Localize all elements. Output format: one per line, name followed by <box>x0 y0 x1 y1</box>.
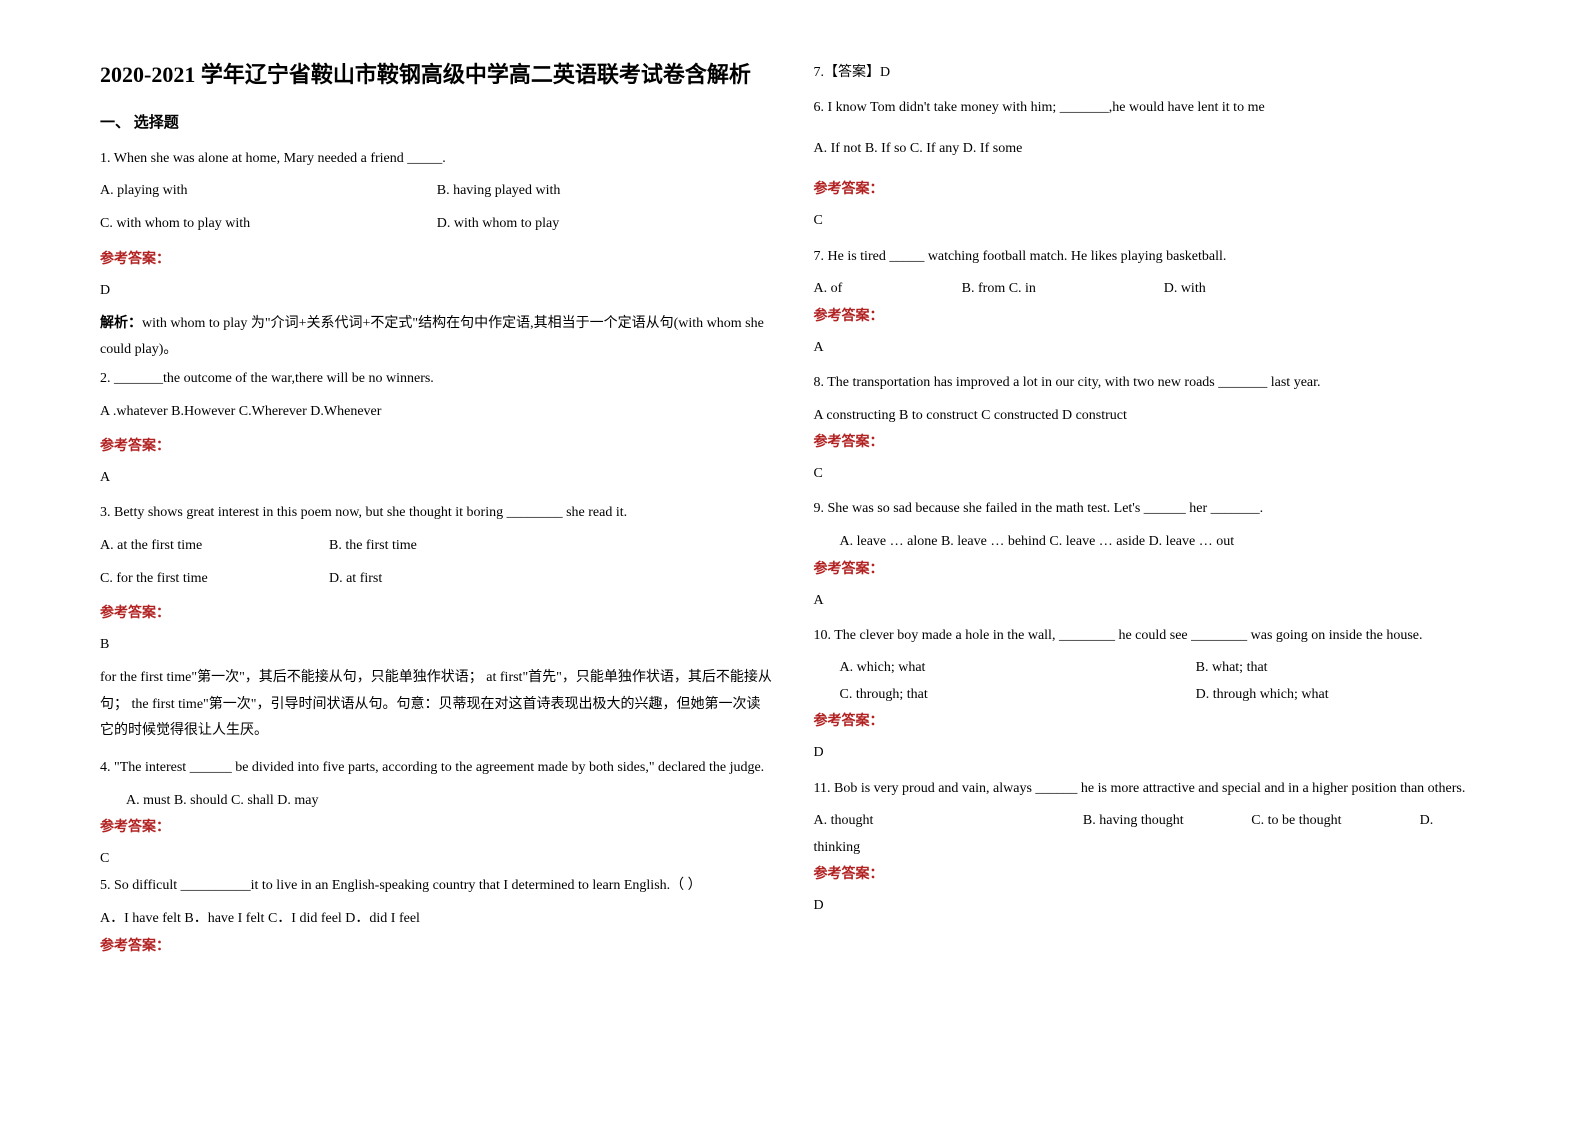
answer-label: 参考答案： <box>814 558 1488 578</box>
doc-title: 2020-2021 学年辽宁省鞍山市鞍钢高级中学高二英语联考试卷含解析 <box>100 60 774 91</box>
q11-opt-c: C. to be thought <box>1251 808 1419 835</box>
q1-opt-b: B. having played with <box>437 178 774 205</box>
q10-opt-b: B. what; that <box>1196 655 1487 682</box>
q8-answer: C <box>814 461 1488 486</box>
answer-label: 参考答案： <box>814 431 1488 451</box>
q5-opts: A．I have felt B．have I felt C．I did feel… <box>100 906 774 933</box>
q1-answer: D <box>100 278 774 303</box>
q11-opt-a: A. thought <box>814 808 1083 835</box>
q11-opt-d-prefix: D. <box>1420 808 1487 835</box>
q1-opt-c: C. with whom to play with <box>100 211 437 238</box>
q7-answer: A <box>814 335 1488 360</box>
q1-opts-row2: C. with whom to play with D. with whom t… <box>100 211 774 238</box>
q3-opt-b: B. the first time <box>329 533 774 560</box>
q10-opts-row2: C. through; that D. through which; what <box>814 682 1488 709</box>
q10-stem: 10. The clever boy made a hole in the wa… <box>814 623 1488 650</box>
q8-stem: 8. The transportation has improved a lot… <box>814 370 1488 397</box>
answer-label: 参考答案： <box>100 602 774 622</box>
answer-label: 参考答案： <box>100 248 774 268</box>
q3-explain: for the first time"第一次"，其后不能接从句，只能单独作状语；… <box>100 665 774 745</box>
q1-opt-d: D. with whom to play <box>437 211 774 238</box>
answer-label: 参考答案： <box>100 435 774 455</box>
q10-opt-d: D. through which; what <box>1196 682 1487 709</box>
q10-opt-a: A. which; what <box>840 655 1196 682</box>
answer-label: 参考答案： <box>814 863 1488 883</box>
q3-opt-a: A. at the first time <box>100 533 329 560</box>
q4-answer: C <box>100 846 774 871</box>
q1-stem: 1. When she was alone at home, Mary need… <box>100 146 774 173</box>
right-column: 7.【答案】D 6. I know Tom didn't take money … <box>794 60 1508 1062</box>
q10-answer: D <box>814 740 1488 765</box>
q2-opts: A .whatever B.However C.Wherever D.Whene… <box>100 399 774 426</box>
q10-opt-c: C. through; that <box>840 682 1196 709</box>
q9-stem: 9. She was so sad because she failed in … <box>814 496 1488 523</box>
q11-answer: D <box>814 893 1488 918</box>
answer-label: 参考答案： <box>100 816 774 836</box>
q6-answer: C <box>814 208 1488 233</box>
answer-label: 参考答案： <box>814 305 1488 325</box>
q7-stem: 7. He is tired _____ watching football m… <box>814 244 1488 271</box>
q3-opt-d: D. at first <box>329 566 774 593</box>
q4-stem: 4. "The interest ______ be divided into … <box>100 755 774 782</box>
q1-opts-row1: A. playing with B. having played with <box>100 178 774 205</box>
q3-opts-row1: A. at the first time B. the first time <box>100 533 774 560</box>
q9-opts: A. leave … alone B. leave … behind C. le… <box>814 529 1488 556</box>
q3-opts-row2: C. for the first time D. at first <box>100 566 774 593</box>
q7-opt-a: A. of <box>814 276 962 303</box>
q7-opt-bc: B. from C. in <box>962 276 1164 303</box>
q4-opts: A. must B. should C. shall D. may <box>100 788 774 815</box>
q2-stem: 2. _______the outcome of the war,there w… <box>100 366 774 393</box>
left-column: 2020-2021 学年辽宁省鞍山市鞍钢高级中学高二英语联考试卷含解析 一、 选… <box>80 60 794 1062</box>
section-header: 一、 选择题 <box>100 111 774 132</box>
explain-label: 解析： <box>100 316 142 331</box>
q11-opt-d-word: thinking <box>814 835 1488 862</box>
q1-opt-a: A. playing with <box>100 178 437 205</box>
answer-label: 参考答案： <box>814 710 1488 730</box>
q3-answer: B <box>100 632 774 657</box>
q2-answer: A <box>100 465 774 490</box>
answer-label: 参考答案： <box>100 935 774 955</box>
q11-stem: 11. Bob is very proud and vain, always _… <box>814 776 1488 803</box>
q5-stem: 5. So difficult __________it to live in … <box>100 873 774 900</box>
q8-opts: A constructing B to construct C construc… <box>814 403 1488 430</box>
q1-explain: 解析：with whom to play 为"介词+关系代词+不定式"结构在句中… <box>100 311 774 364</box>
q11-opts: A. thought B. having thought C. to be th… <box>814 808 1488 835</box>
q7-opt-d: D. with <box>1164 276 1487 303</box>
q6-opts: A. If not B. If so C. If any D. If some <box>814 136 1488 163</box>
q3-opt-c: C. for the first time <box>100 566 329 593</box>
answer-label: 参考答案： <box>814 178 1488 198</box>
q9-answer: A <box>814 588 1488 613</box>
q10-opts-row1: A. which; what B. what; that <box>814 655 1488 682</box>
q11-opt-b: B. having thought <box>1083 808 1251 835</box>
q3-stem: 3. Betty shows great interest in this po… <box>100 500 774 527</box>
q5-answer-bracket: 7.【答案】D <box>814 60 1488 85</box>
q1-explain-text: with whom to play 为"介词+关系代词+不定式"结构在句中作定语… <box>100 316 764 358</box>
q6-stem: 6. I know Tom didn't take money with him… <box>814 95 1488 122</box>
q7-opts: A. of B. from C. in D. with <box>814 276 1488 303</box>
